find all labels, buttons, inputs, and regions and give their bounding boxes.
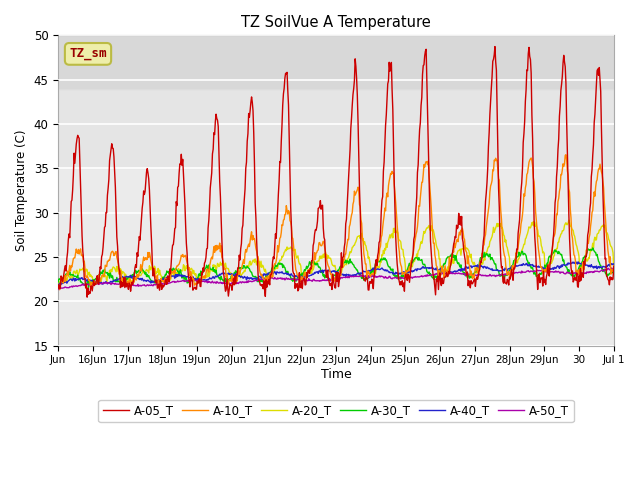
A-05_T <box>120 275 128 280</box>
Bar <box>58 88 614 168</box>
Line: A-30_T: A-30_T <box>58 248 614 287</box>
A-05_T <box>610 264 618 269</box>
A-10_T <box>222 275 230 280</box>
A-20_T <box>425 223 433 228</box>
A-40_T <box>221 271 229 276</box>
A-05_T <box>222 287 230 292</box>
A-30_T <box>589 245 596 251</box>
Line: A-10_T: A-10_T <box>58 155 614 289</box>
A-50_T <box>271 275 278 280</box>
A-40_T <box>270 270 278 276</box>
A-20_T <box>120 270 128 276</box>
A-30_T <box>84 284 92 290</box>
A-40_T <box>610 261 618 267</box>
A-10_T <box>271 261 278 266</box>
A-50_T <box>120 282 128 288</box>
A-20_T <box>271 266 278 272</box>
A-50_T <box>222 280 230 286</box>
A-30_T <box>394 276 402 281</box>
Line: A-50_T: A-50_T <box>58 268 614 289</box>
A-05_T <box>491 44 499 49</box>
A-40_T <box>575 259 582 265</box>
A-20_T <box>222 264 230 270</box>
A-10_T <box>562 152 570 157</box>
A-20_T <box>394 230 402 236</box>
Y-axis label: Soil Temperature (C): Soil Temperature (C) <box>15 130 28 252</box>
A-50_T <box>610 266 618 272</box>
A-20_T <box>55 281 63 287</box>
Bar <box>58 36 614 88</box>
A-05_T <box>394 269 402 275</box>
A-10_T <box>54 284 62 290</box>
A-20_T <box>250 257 257 263</box>
A-05_T <box>250 130 257 136</box>
A-10_T <box>394 233 402 239</box>
A-40_T <box>120 275 127 280</box>
A-30_T <box>250 274 257 279</box>
A-30_T <box>120 279 128 285</box>
A-20_T <box>610 264 618 270</box>
Line: A-20_T: A-20_T <box>58 220 614 284</box>
A-05_T <box>83 294 91 300</box>
A-30_T <box>610 264 618 270</box>
A-20_T <box>54 279 62 285</box>
A-20_T <box>565 217 573 223</box>
A-10_T <box>610 263 618 268</box>
Title: TZ SoilVue A Temperature: TZ SoilVue A Temperature <box>241 15 431 30</box>
A-50_T <box>54 285 62 291</box>
A-05_T <box>54 285 62 291</box>
Line: A-05_T: A-05_T <box>58 47 614 297</box>
A-05_T <box>425 169 433 175</box>
Line: A-40_T: A-40_T <box>58 262 614 285</box>
A-05_T <box>271 243 278 249</box>
A-40_T <box>54 282 62 288</box>
A-30_T <box>54 279 62 285</box>
A-40_T <box>394 270 401 276</box>
A-40_T <box>424 265 432 271</box>
Legend: A-05_T, A-10_T, A-20_T, A-30_T, A-40_T, A-50_T: A-05_T, A-10_T, A-20_T, A-30_T, A-40_T, … <box>99 400 573 422</box>
A-30_T <box>425 269 433 275</box>
A-30_T <box>222 279 230 285</box>
A-40_T <box>249 276 257 281</box>
A-50_T <box>250 278 257 284</box>
A-50_T <box>608 265 616 271</box>
A-50_T <box>394 276 402 282</box>
A-10_T <box>120 282 128 288</box>
Text: TZ_sm: TZ_sm <box>69 48 107 60</box>
A-30_T <box>271 265 278 271</box>
A-50_T <box>425 273 433 278</box>
A-10_T <box>250 237 257 242</box>
A-10_T <box>56 287 63 292</box>
A-50_T <box>55 287 63 292</box>
X-axis label: Time: Time <box>321 368 351 381</box>
A-10_T <box>425 172 433 178</box>
